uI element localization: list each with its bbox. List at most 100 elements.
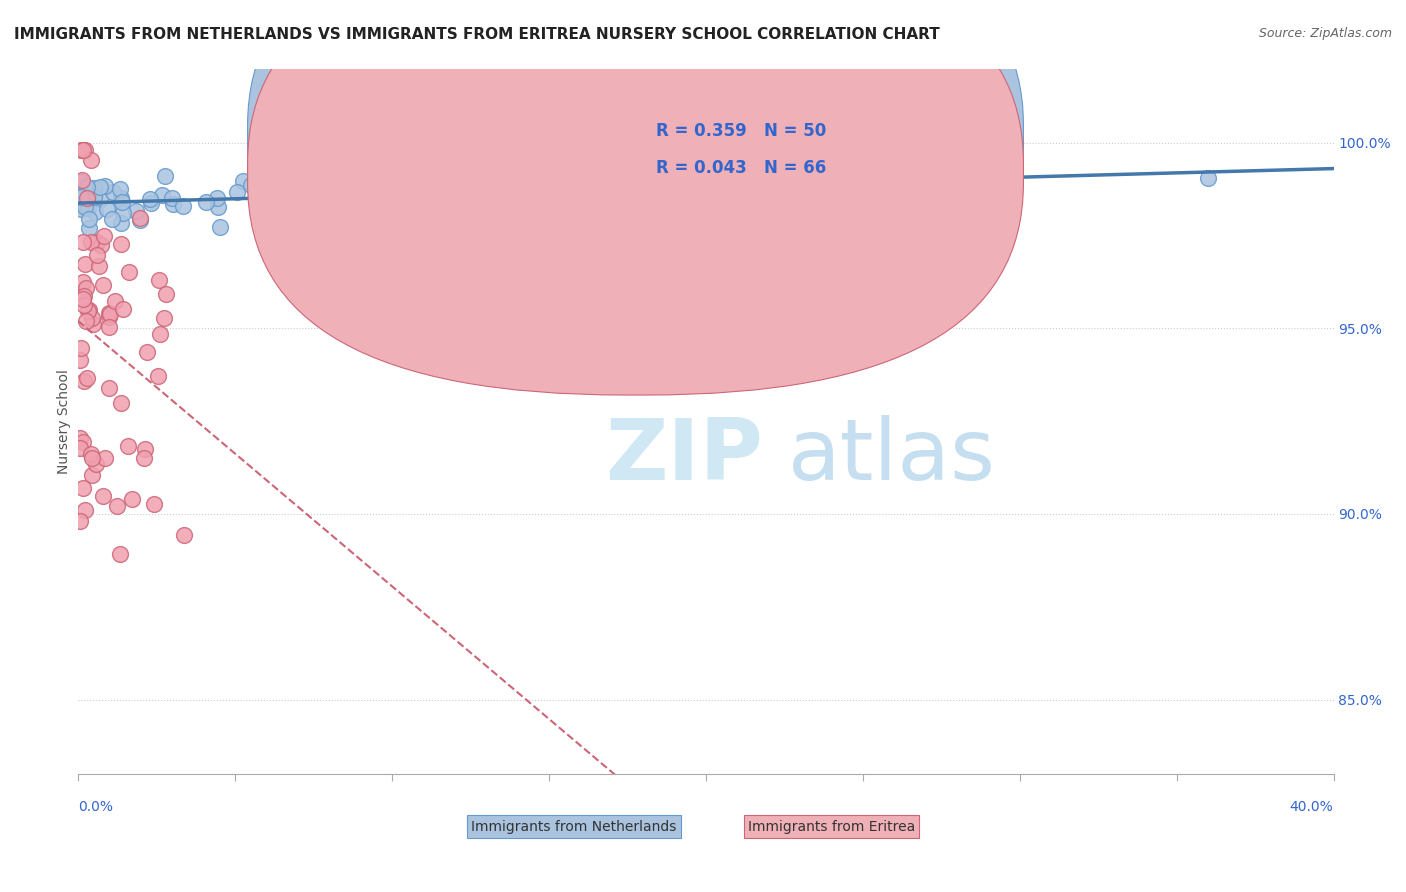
FancyBboxPatch shape bbox=[247, 0, 1024, 358]
Point bbox=[76, 201, 98, 215]
Point bbox=[72, 143, 94, 157]
Point bbox=[80, 153, 103, 167]
Point bbox=[86, 235, 108, 250]
Point bbox=[110, 182, 132, 196]
Point bbox=[94, 451, 117, 466]
Point bbox=[83, 190, 105, 204]
Point bbox=[254, 194, 277, 208]
Point bbox=[76, 180, 98, 194]
Point bbox=[77, 303, 100, 318]
Point bbox=[98, 381, 121, 395]
Point bbox=[70, 197, 93, 211]
Point bbox=[75, 193, 97, 207]
Point bbox=[112, 302, 135, 317]
Point bbox=[80, 235, 103, 249]
Point bbox=[333, 164, 356, 178]
Point bbox=[132, 450, 155, 465]
Point bbox=[69, 431, 91, 445]
Point bbox=[76, 190, 98, 204]
Point bbox=[208, 219, 231, 234]
Point bbox=[1197, 170, 1219, 185]
Point bbox=[105, 499, 128, 513]
Text: R = 0.359   N = 50: R = 0.359 N = 50 bbox=[655, 121, 825, 139]
Point bbox=[79, 221, 101, 235]
Point bbox=[240, 178, 263, 192]
Text: 40.0%: 40.0% bbox=[1289, 800, 1333, 814]
Point bbox=[80, 311, 103, 326]
Point bbox=[73, 298, 96, 312]
Point bbox=[98, 306, 121, 320]
Point bbox=[73, 374, 96, 388]
Point bbox=[80, 468, 103, 483]
Point bbox=[135, 345, 157, 359]
Point bbox=[75, 314, 97, 328]
Point bbox=[72, 289, 94, 303]
Text: 0.0%: 0.0% bbox=[79, 800, 112, 814]
Point bbox=[83, 181, 105, 195]
Point bbox=[138, 192, 160, 206]
Text: R = 0.043   N = 66: R = 0.043 N = 66 bbox=[655, 159, 825, 177]
Point bbox=[84, 457, 107, 471]
Point bbox=[301, 227, 323, 241]
Point bbox=[631, 155, 654, 169]
Point bbox=[162, 196, 184, 211]
Point bbox=[207, 201, 229, 215]
Point bbox=[129, 213, 152, 227]
Point bbox=[69, 441, 91, 455]
Text: Source: ZipAtlas.com: Source: ZipAtlas.com bbox=[1258, 27, 1392, 40]
Point bbox=[93, 228, 115, 243]
Point bbox=[111, 206, 134, 220]
Point bbox=[70, 190, 93, 204]
Point bbox=[76, 371, 98, 385]
Point bbox=[69, 143, 91, 157]
Point bbox=[194, 194, 217, 209]
Point bbox=[69, 352, 91, 367]
Point bbox=[72, 275, 94, 289]
Point bbox=[139, 195, 162, 210]
Point bbox=[150, 187, 173, 202]
Point bbox=[148, 273, 170, 287]
Point bbox=[82, 318, 104, 332]
Text: IMMIGRANTS FROM NETHERLANDS VS IMMIGRANTS FROM ERITREA NURSERY SCHOOL CORRELATIO: IMMIGRANTS FROM NETHERLANDS VS IMMIGRANT… bbox=[14, 27, 939, 42]
Point bbox=[96, 202, 118, 216]
Text: Immigrants from Netherlands: Immigrants from Netherlands bbox=[471, 820, 676, 834]
Point bbox=[70, 175, 93, 189]
Point bbox=[98, 307, 121, 321]
Point bbox=[70, 202, 93, 216]
Point bbox=[94, 179, 117, 194]
Point bbox=[89, 260, 111, 274]
Point bbox=[86, 248, 108, 262]
Point bbox=[75, 280, 97, 294]
FancyBboxPatch shape bbox=[247, 0, 1024, 395]
Point bbox=[76, 192, 98, 206]
Point bbox=[70, 341, 93, 355]
Point bbox=[110, 396, 132, 410]
FancyBboxPatch shape bbox=[606, 111, 950, 213]
Point bbox=[125, 204, 148, 219]
Point bbox=[75, 200, 97, 214]
Point bbox=[97, 310, 120, 324]
Point bbox=[149, 326, 172, 341]
Point bbox=[72, 293, 94, 307]
Point bbox=[155, 169, 177, 184]
Point bbox=[73, 143, 96, 157]
Point bbox=[84, 205, 107, 219]
Point bbox=[225, 185, 247, 199]
Point bbox=[173, 528, 195, 542]
Point bbox=[359, 215, 381, 229]
Point bbox=[146, 368, 169, 383]
Point bbox=[117, 439, 139, 453]
Point bbox=[108, 547, 131, 561]
Point bbox=[75, 257, 97, 271]
Point bbox=[104, 293, 127, 308]
Point bbox=[69, 514, 91, 528]
Point bbox=[153, 311, 176, 326]
Point bbox=[77, 303, 100, 318]
Text: Immigrants from Eritrea: Immigrants from Eritrea bbox=[748, 820, 915, 834]
Point bbox=[80, 448, 103, 462]
Point bbox=[91, 277, 114, 292]
Text: ZIP: ZIP bbox=[606, 415, 763, 498]
Point bbox=[111, 195, 134, 210]
Point bbox=[72, 235, 94, 249]
Point bbox=[110, 191, 132, 205]
